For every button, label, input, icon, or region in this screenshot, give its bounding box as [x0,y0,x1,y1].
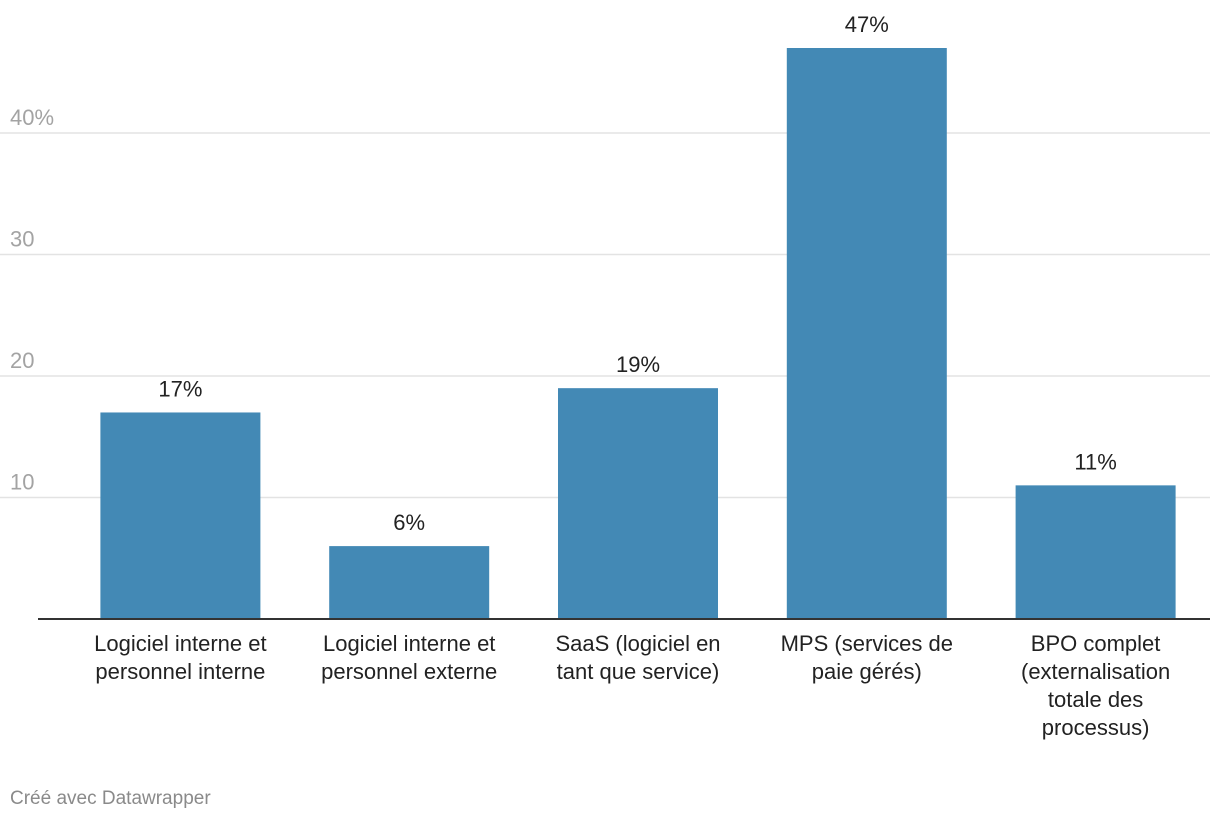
y-tick-label-20: 20 [10,348,34,373]
value-label-4: 47% [845,12,889,37]
x-category-label-2-line-1: Logiciel interne et [323,631,495,656]
y-tick-label-30: 30 [10,227,34,252]
x-category-label-1-line-2: personnel interne [95,659,265,684]
bar-5 [1015,485,1176,619]
bar-3 [558,388,718,619]
y-tick-label-40: 40% [10,105,54,130]
x-category-label-4-line-1: MPS (services de [781,631,953,656]
y-tick-label-10: 10 [10,470,34,495]
footer-credit: Créé avec Datawrapper [10,788,211,809]
value-label-5: 11% [1074,449,1116,474]
bar-chart: 10 20 30 40% 17% Logiciel interne et personnel… [0,12,1210,740]
x-category-label-3-line-2: tant que service) [557,659,720,684]
x-category-label-5-line-3: totale des [1048,687,1143,712]
bar-2 [329,546,490,619]
x-category-label-5-line-4: processus) [1042,715,1150,740]
x-category-label-5-line-2: (externalisation [1021,659,1170,684]
x-category-label-4-line-2: paie gérés) [812,659,922,684]
value-label-3: 19% [616,352,660,377]
x-category-label-5-line-1: BPO complet [1031,631,1161,656]
x-category-label-1-line-1: Logiciel interne et [94,631,266,656]
x-category-label-3-line-1: SaaS (logiciel en [555,631,720,656]
x-category-label-2-line-2: personnel externe [321,659,497,684]
value-label-1: 17% [158,376,202,401]
bar-1 [100,412,261,619]
value-label-2: 6% [393,510,425,535]
bar-4 [786,48,947,619]
